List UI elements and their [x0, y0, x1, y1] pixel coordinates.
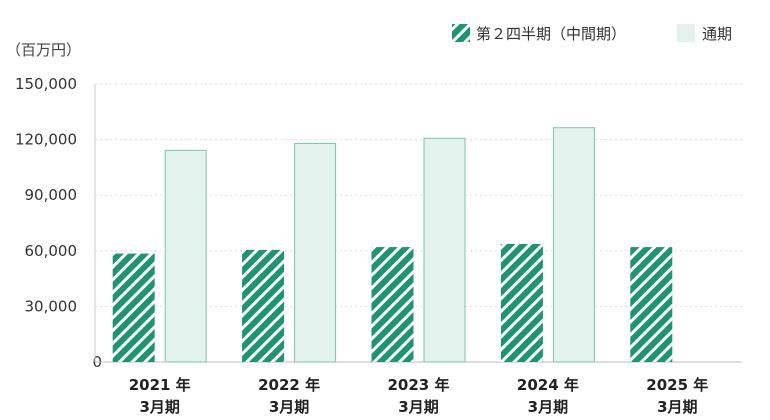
- legend-swatch-fullyear: [677, 24, 695, 42]
- x-tick-label-period: 3月期: [139, 398, 179, 416]
- y-tick-label: 30,000: [25, 297, 78, 315]
- bar-interim: [371, 247, 414, 362]
- legend-label-fullyear: 通期: [702, 25, 732, 43]
- bar-interim: [242, 249, 285, 362]
- bar-interim: [630, 247, 673, 362]
- x-tick-label-year: 2023 年: [388, 376, 450, 394]
- bar-fullyear: [294, 142, 337, 363]
- x-tick-label-period: 3月期: [657, 398, 697, 416]
- x-tick-label-year: 2021 年: [129, 376, 191, 394]
- bar-fullyear: [552, 127, 595, 363]
- y-tick-label: 120,000: [15, 131, 77, 149]
- x-tick-label-period: 3月期: [398, 398, 438, 416]
- bar-interim: [112, 253, 155, 362]
- legend-label-interim: 第２四半期（中間期）: [476, 25, 626, 43]
- bar-fullyear: [164, 149, 207, 363]
- y-tick-label: 150,000: [15, 75, 77, 93]
- y-unit-label: （百万円）: [6, 41, 81, 59]
- x-tick-label-year: 2024 年: [517, 376, 579, 394]
- x-tick-label-year: 2022 年: [258, 376, 320, 394]
- bar-interim: [500, 243, 543, 362]
- bars: [112, 127, 673, 363]
- x-tick-label-year: 2025 年: [646, 376, 708, 394]
- bar-fullyear: [423, 137, 466, 363]
- x-axis-labels: 2021 年 3月期 2022 年 3月期 2023 年 3月期 2024 年 3月期 2025…: [129, 376, 709, 416]
- legend-swatch-interim: [452, 24, 470, 42]
- legend: 第２四半期（中間期） 通期: [452, 24, 732, 43]
- y-tick-label: 60,000: [25, 242, 78, 260]
- x-tick-label-period: 3月期: [528, 398, 568, 416]
- y-tick-label: 90,000: [25, 186, 78, 204]
- x-tick-label-period: 3月期: [269, 398, 309, 416]
